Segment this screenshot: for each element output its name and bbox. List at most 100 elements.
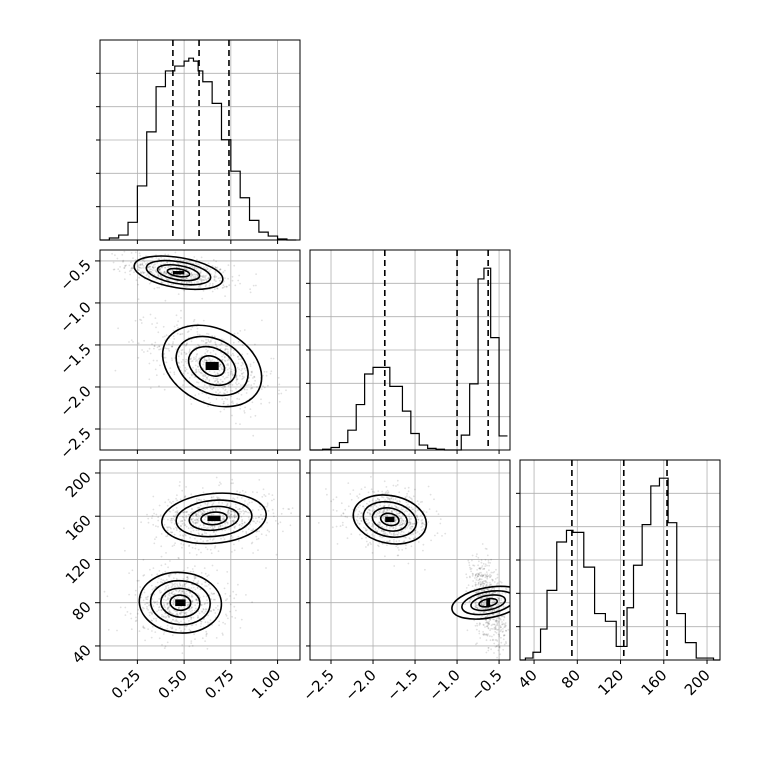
scatter-point [410, 525, 413, 528]
scatter-point [180, 349, 183, 352]
scatter-point [185, 611, 188, 614]
scatter-point [358, 523, 361, 525]
scatter-point [180, 590, 183, 592]
scatter-point [164, 563, 167, 566]
scatter-point [233, 511, 236, 514]
scatter-point [227, 364, 230, 367]
scatter-point [325, 488, 327, 490]
scatter-point [237, 382, 240, 385]
scatter-point [478, 622, 481, 624]
scatter-point [177, 355, 180, 358]
panel-frame [99, 39, 301, 241]
scatter-point [193, 273, 196, 276]
scatter-point [230, 513, 233, 516]
scatter-point [498, 634, 501, 636]
scatter-point [167, 616, 170, 619]
scatter-point [503, 634, 506, 637]
scatter-point [365, 518, 368, 520]
scatter-point [474, 602, 477, 605]
scatter-point [170, 527, 172, 530]
scatter-point [233, 527, 236, 529]
scatter-point [375, 514, 378, 516]
scatter-point [383, 505, 386, 508]
scatter-point [497, 598, 500, 600]
scatter-point [183, 612, 186, 615]
scatter-point [480, 561, 483, 564]
scatter-point [208, 594, 211, 596]
scatter-point [480, 578, 483, 581]
scatter-point [221, 398, 224, 400]
scatter-point [185, 511, 188, 513]
scatter-point [245, 594, 247, 596]
scatter-point [187, 577, 189, 580]
scatter-point [188, 351, 191, 354]
scatter-point [156, 573, 159, 576]
scatter-point [209, 587, 212, 590]
scatter-point [198, 594, 200, 597]
scatter-point [480, 566, 483, 569]
scatter-point [162, 602, 165, 604]
scatter-point [197, 517, 200, 519]
scatter-point [202, 340, 205, 342]
scatter-point [184, 534, 187, 537]
scatter-point [239, 407, 242, 410]
scatter-point [185, 268, 188, 271]
scatter-point [377, 545, 380, 548]
scatter-point [482, 589, 485, 591]
scatter-point [229, 516, 232, 519]
scatter-point [142, 265, 145, 267]
scatter-point [205, 595, 208, 598]
scatter-point [157, 331, 160, 334]
scatter-point [211, 282, 214, 285]
scatter-point [184, 582, 186, 585]
scatter-point [173, 515, 176, 518]
scatter-point [173, 600, 175, 602]
scatter-point [207, 333, 210, 335]
scatter-point [171, 585, 174, 588]
scatter-point [200, 603, 203, 606]
scatter-point [421, 518, 424, 521]
scatter-point [204, 278, 207, 281]
scatter-point [242, 363, 244, 365]
scatter-point [194, 607, 197, 610]
scatter-point [493, 587, 496, 590]
scatter-point [218, 484, 221, 487]
scatter-point [486, 577, 489, 580]
scatter-point [504, 622, 507, 624]
scatter-point [173, 371, 176, 374]
scatter-point [157, 577, 160, 579]
scatter-point [185, 511, 188, 514]
scatter-point [193, 633, 196, 636]
scatter-point [158, 269, 161, 272]
scatter-point [238, 508, 241, 510]
scatter-point [218, 513, 221, 515]
scatter-point [149, 352, 152, 355]
scatter-point [496, 623, 498, 625]
scatter-point [265, 371, 268, 373]
scatter-point [233, 498, 236, 501]
scatter-point [184, 278, 187, 280]
scatter-point [167, 574, 170, 577]
scatter-point [185, 277, 188, 280]
scatter-point [497, 633, 500, 636]
scatter-point [214, 508, 217, 511]
scatter-point [263, 494, 266, 496]
scatter-point [370, 475, 372, 478]
scatter-point [200, 371, 203, 374]
scatter-point [217, 550, 220, 553]
scatter-point [380, 526, 383, 528]
scatter-point [487, 621, 490, 624]
scatter-point [375, 516, 377, 519]
scatter-point [204, 388, 206, 391]
scatter-point [168, 594, 171, 597]
scatter-point [210, 609, 212, 612]
scatter-point [217, 382, 220, 384]
scatter-point [169, 275, 172, 278]
scatter-point [501, 592, 504, 595]
scatter-point [402, 522, 404, 524]
scatter-point [194, 276, 197, 279]
scatter-point [472, 564, 474, 567]
scatter-point [231, 516, 234, 519]
scatter-point [403, 511, 406, 513]
scatter-point [171, 591, 174, 594]
